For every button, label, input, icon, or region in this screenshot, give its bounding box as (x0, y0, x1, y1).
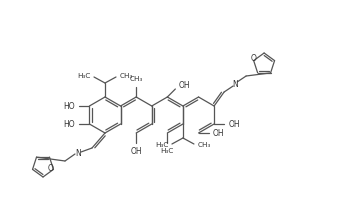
Text: O: O (251, 54, 257, 63)
Text: N: N (75, 148, 81, 158)
Text: CH₃: CH₃ (197, 142, 211, 148)
Text: OH: OH (213, 128, 225, 138)
Text: H₃C: H₃C (77, 73, 91, 79)
Text: N: N (232, 79, 238, 88)
Text: O: O (48, 164, 53, 173)
Text: OH: OH (130, 147, 142, 156)
Text: H₃C: H₃C (155, 142, 169, 148)
Text: CH₃: CH₃ (130, 76, 143, 82)
Text: CH₃: CH₃ (119, 73, 133, 79)
Text: H₃C: H₃C (161, 148, 174, 154)
Text: OH: OH (179, 81, 190, 90)
Text: OH: OH (228, 119, 240, 128)
Text: HO: HO (64, 101, 75, 110)
Text: HO: HO (64, 119, 75, 128)
